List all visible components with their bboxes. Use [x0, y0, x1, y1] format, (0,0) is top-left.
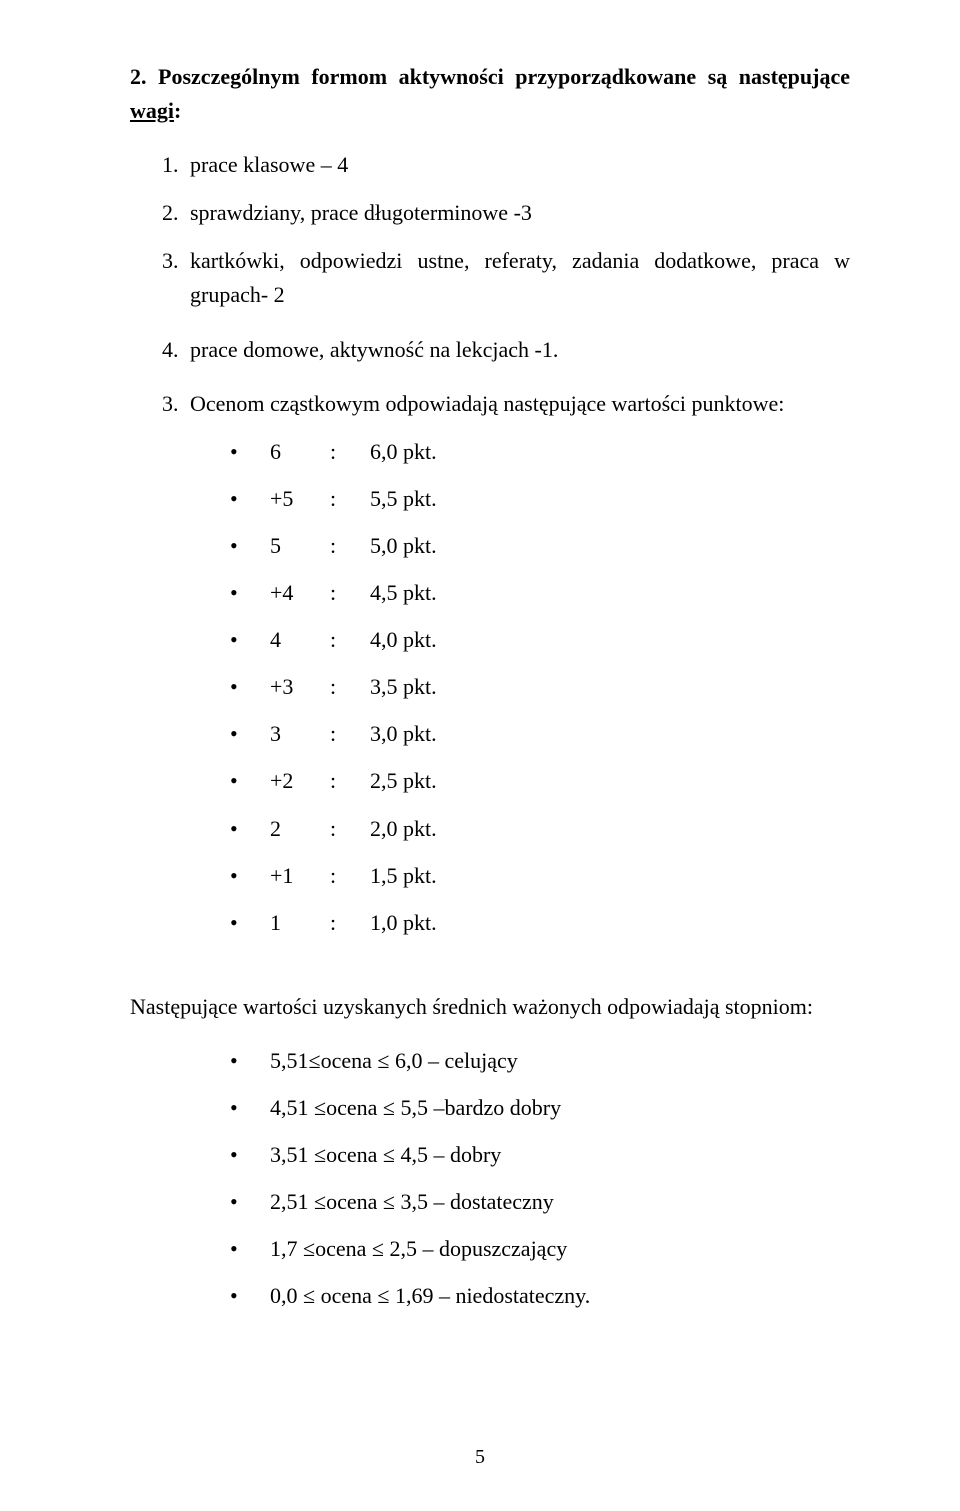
grade: +2 [270, 764, 330, 798]
value: 5,0 pkt. [370, 529, 437, 563]
range-item: 4,51 ≤ocena ≤ 5,5 –bardzo dobry [230, 1091, 850, 1125]
points-item: 5:5,0 pkt. [230, 529, 850, 563]
points-item: 6:6,0 pkt. [230, 435, 850, 469]
colon: : [330, 529, 370, 563]
value: 2,5 pkt. [370, 764, 437, 798]
activity-text: prace klasowe – 4 [190, 148, 850, 182]
value: 4,5 pkt. [370, 576, 437, 610]
points-item: 2:2,0 pkt. [230, 812, 850, 846]
heading-text: Poszczególnym formom aktywności przyporz… [158, 64, 850, 89]
colon: : [330, 906, 370, 940]
activity-item: 4. prace domowe, aktywność na lekcjach -… [162, 333, 850, 367]
page-number: 5 [0, 1442, 960, 1473]
activity-list: 1. prace klasowe – 4 2. sprawdziany, pra… [162, 148, 850, 421]
range-item: 3,51 ≤ocena ≤ 4,5 – dobry [230, 1138, 850, 1172]
value: 1,5 pkt. [370, 859, 437, 893]
ranges-list: 5,51≤ocena ≤ 6,0 – celujący 4,51 ≤ocena … [230, 1044, 850, 1314]
activity-index: 3. [162, 244, 190, 312]
value: 5,5 pkt. [370, 482, 437, 516]
value: 3,0 pkt. [370, 717, 437, 751]
grade: 2 [270, 812, 330, 846]
points-item: +5:5,5 pkt. [230, 482, 850, 516]
activity-index: 4. [162, 333, 190, 367]
colon: : [330, 859, 370, 893]
colon: : [330, 717, 370, 751]
points-intro-item: 3. Ocenom cząstkowym odpowiadają następu… [162, 387, 850, 421]
value: 6,0 pkt. [370, 435, 437, 469]
grade: 1 [270, 906, 330, 940]
colon: : [330, 764, 370, 798]
grade: +5 [270, 482, 330, 516]
grade: +1 [270, 859, 330, 893]
colon: : [330, 670, 370, 704]
points-item: +2:2,5 pkt. [230, 764, 850, 798]
range-item: 0,0 ≤ ocena ≤ 1,69 – niedostateczny. [230, 1279, 850, 1313]
points-intro-index: 3. [162, 387, 190, 421]
points-intro-text: Ocenom cząstkowym odpowiadają następując… [190, 387, 850, 421]
grade: 3 [270, 717, 330, 751]
points-item: 3:3,0 pkt. [230, 717, 850, 751]
points-list: 6:6,0 pkt. +5:5,5 pkt. 5:5,0 pkt. +4:4,5… [230, 435, 850, 940]
grade: 4 [270, 623, 330, 657]
grade: +3 [270, 670, 330, 704]
value: 2,0 pkt. [370, 812, 437, 846]
grade: +4 [270, 576, 330, 610]
page: 2. Poszczególnym formom aktywności przyp… [0, 0, 960, 1511]
activity-index: 1. [162, 148, 190, 182]
ranges-heading: Następujące wartości uzyskanych średnich… [130, 990, 850, 1024]
colon: : [330, 623, 370, 657]
points-item: +1:1,5 pkt. [230, 859, 850, 893]
points-item: 4:4,0 pkt. [230, 623, 850, 657]
range-item: 5,51≤ocena ≤ 6,0 – celujący [230, 1044, 850, 1078]
colon: : [330, 435, 370, 469]
grade: 5 [270, 529, 330, 563]
colon: : [330, 812, 370, 846]
value: 1,0 pkt. [370, 906, 437, 940]
activity-item: 1. prace klasowe – 4 [162, 148, 850, 182]
value: 4,0 pkt. [370, 623, 437, 657]
points-item: +3:3,5 pkt. [230, 670, 850, 704]
heading-colon: : [174, 98, 181, 123]
colon: : [330, 482, 370, 516]
range-item: 2,51 ≤ocena ≤ 3,5 – dostateczny [230, 1185, 850, 1219]
activity-item: 2. sprawdziany, prace długoterminowe -3 [162, 196, 850, 230]
points-item: 1:1,0 pkt. [230, 906, 850, 940]
heading-number: 2. [130, 64, 147, 89]
heading-underlined: wagi [130, 98, 174, 123]
activity-text: sprawdziany, prace długoterminowe -3 [190, 196, 850, 230]
points-item: +4:4,5 pkt. [230, 576, 850, 610]
colon: : [330, 576, 370, 610]
activity-item: 3. kartkówki, odpowiedzi ustne, referaty… [162, 244, 850, 312]
activity-text: kartkówki, odpowiedzi ustne, referaty, z… [190, 244, 850, 312]
range-item: 1,7 ≤ocena ≤ 2,5 – dopuszczający [230, 1232, 850, 1266]
section-heading: 2. Poszczególnym formom aktywności przyp… [130, 60, 850, 128]
activity-index: 2. [162, 196, 190, 230]
activity-text: prace domowe, aktywność na lekcjach -1. [190, 333, 850, 367]
grade: 6 [270, 435, 330, 469]
value: 3,5 pkt. [370, 670, 437, 704]
